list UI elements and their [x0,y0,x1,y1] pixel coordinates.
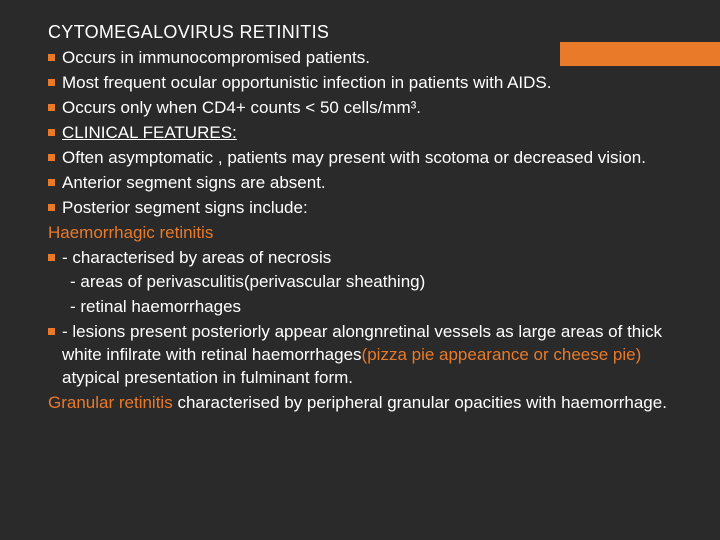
square-bullet-icon [48,204,55,211]
square-bullet-icon [48,154,55,161]
square-bullet-icon [48,54,55,61]
bullet-text: Posterior segment signs include: [62,198,308,217]
square-bullet-icon [48,254,55,261]
sub-text: - areas of perivasculitis(perivascular s… [70,272,425,291]
bullet-text: Often asymptomatic , patients may presen… [62,148,646,167]
bullet-text: Most frequent ocular opportunistic infec… [62,73,551,92]
bullet-item: Anterior segment signs are absent. [48,172,680,195]
sub-item: - retinal haemorrhages [48,296,680,319]
slide: CYTOMEGALOVIRUS RETINITIS Occurs in immu… [0,0,720,540]
subheading-text: Granular retinitis [48,393,173,412]
bullet-item: Occurs only when CD4+ counts < 50 cells/… [48,97,680,120]
subheading-text: Haemorrhagic retinitis [48,223,213,242]
subheading-line: Granular retinitis characterised by peri… [48,392,680,415]
sub-item: - areas of perivasculitis(perivascular s… [48,271,680,294]
sub-text: - retinal haemorrhages [70,297,241,316]
subheading: Haemorrhagic retinitis [48,222,680,245]
bullet-text: - characterised by areas of necrosis [62,248,331,267]
slide-title: CYTOMEGALOVIRUS RETINITIS [48,22,680,43]
square-bullet-icon [48,79,55,86]
bullet-text: Occurs only when CD4+ counts < 50 cells/… [62,98,421,117]
bullet-item: - characterised by areas of necrosis [48,247,680,270]
bullet-item: Occurs in immunocompromised patients. [48,47,680,70]
square-bullet-icon [48,179,55,186]
bullet-text-part: characterised by peripheral granular opa… [173,393,667,412]
bullet-item: - lesions present posteriorly appear alo… [48,321,680,390]
bullet-text: Occurs in immunocompromised patients. [62,48,370,67]
square-bullet-icon [48,328,55,335]
bullet-item: Posterior segment signs include: [48,197,680,220]
content-block: CYTOMEGALOVIRUS RETINITIS Occurs in immu… [48,22,680,417]
bullet-text: Anterior segment signs are absent. [62,173,326,192]
square-bullet-icon [48,129,55,136]
bullet-item: Most frequent ocular opportunistic infec… [48,72,680,95]
bullet-item: CLINICAL FEATURES: [48,122,680,145]
bullet-text-part: atypical presentation in fulminant form. [62,368,353,387]
bullet-text-accent: (pizza pie appearance or cheese pie) [362,345,642,364]
section-heading: CLINICAL FEATURES: [62,123,237,142]
bullet-item: Often asymptomatic , patients may presen… [48,147,680,170]
square-bullet-icon [48,104,55,111]
